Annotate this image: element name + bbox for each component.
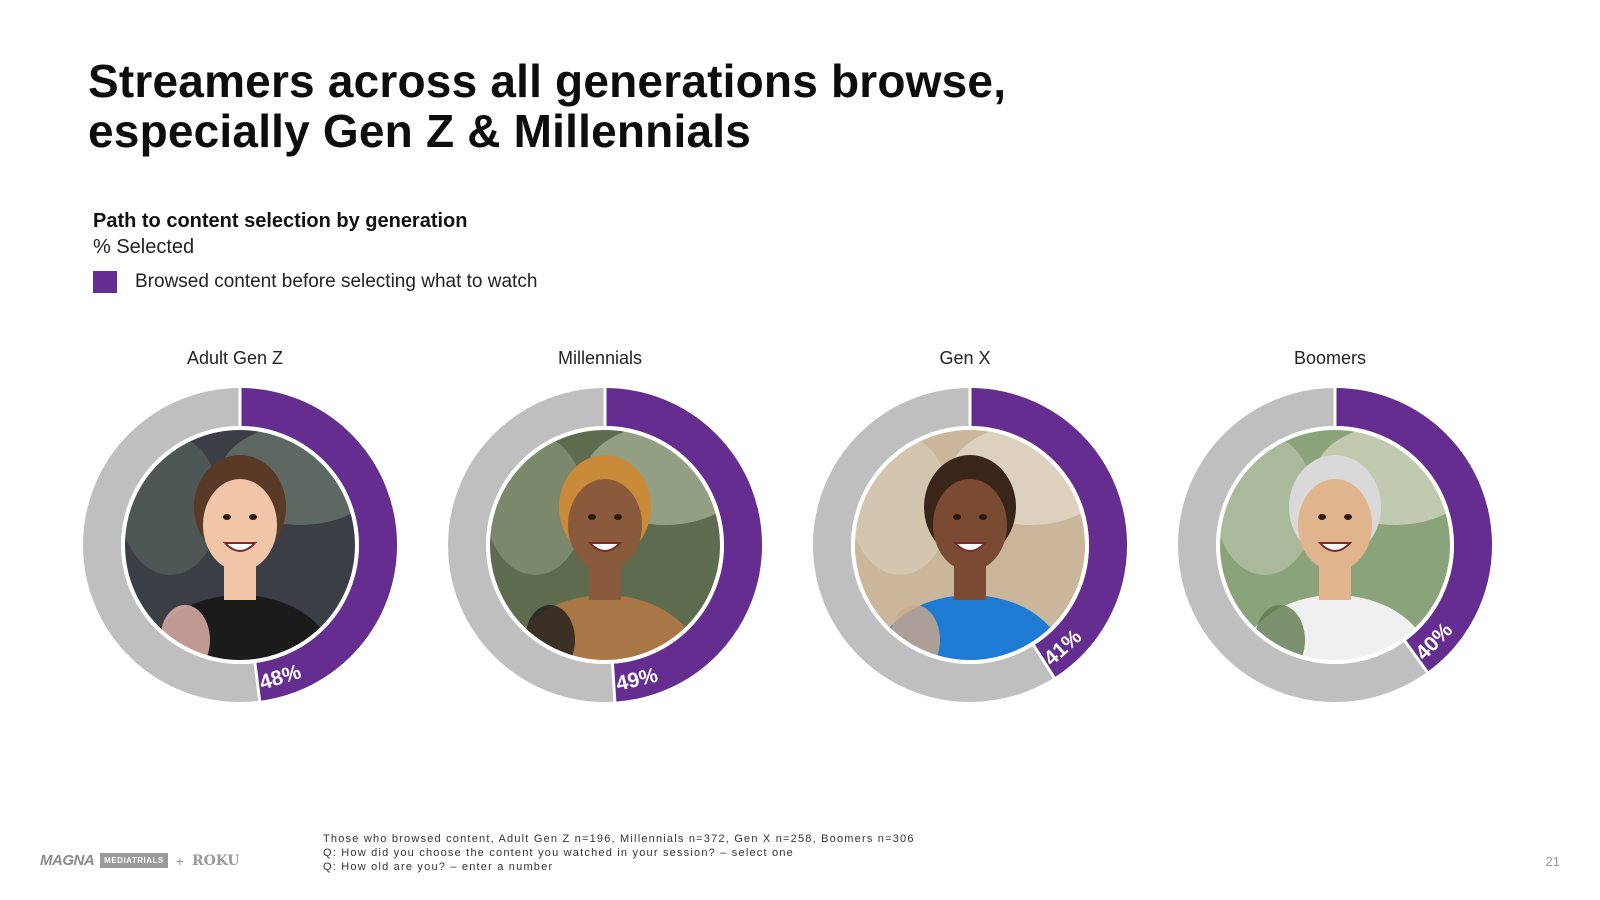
slide-title-line-2: especially Gen Z & Millennials bbox=[88, 105, 752, 157]
millennial-man-photo bbox=[489, 429, 721, 661]
footnote: Those who browsed content, Adult Gen Z n… bbox=[323, 832, 915, 874]
footnote-question-1: Q: How did you choose the content you wa… bbox=[323, 847, 794, 859]
donut-charts-area: Adult Gen Z 48% Millennials 49% Gen X 41% Boom… bbox=[0, 330, 1600, 730]
arc-separator bbox=[610, 662, 617, 703]
mediatrials-logo: MEDIATRIALS bbox=[100, 853, 168, 868]
page-number: 21 bbox=[1545, 854, 1560, 869]
photo-border bbox=[121, 426, 359, 664]
photo-border bbox=[486, 426, 724, 664]
logo-plus: + bbox=[175, 852, 184, 869]
footer-logos: MAGNA MEDIATRIALS + ROKU bbox=[40, 852, 240, 869]
category-label: Millennials bbox=[558, 348, 642, 368]
arc-separator bbox=[1031, 643, 1056, 680]
chart-title: Path to content selection by generation bbox=[93, 210, 468, 232]
legend-label: Browsed content before selecting what to… bbox=[135, 271, 538, 292]
photo-border bbox=[851, 426, 1089, 664]
category-label: Boomers bbox=[1294, 348, 1366, 368]
slide-title-line-1: Streamers across all generations browse, bbox=[88, 55, 1007, 107]
slide-title: Streamers across all generations browse,… bbox=[88, 56, 1006, 156]
category-label: Gen X bbox=[939, 348, 990, 368]
boomer-man-photo bbox=[1219, 429, 1451, 661]
footnote-sample: Those who browsed content, Adult Gen Z n… bbox=[323, 833, 915, 845]
legend-swatch bbox=[93, 271, 117, 293]
arc-separator bbox=[253, 661, 262, 702]
chart-unit: % Selected bbox=[93, 236, 195, 258]
category-label: Adult Gen Z bbox=[187, 348, 283, 368]
donut-chart-2: Gen X41% bbox=[813, 348, 1127, 702]
photo-border bbox=[1216, 426, 1454, 664]
magna-logo: MAGNA bbox=[40, 852, 95, 869]
roku-logo: ROKU bbox=[191, 852, 240, 869]
donut-chart-0: Adult Gen Z48% bbox=[83, 348, 397, 702]
footnote-question-2: Q: How old are you? – enter a number bbox=[323, 861, 554, 873]
chart-legend: Browsed content before selecting what to… bbox=[93, 271, 537, 293]
arc-separator bbox=[1403, 639, 1430, 674]
